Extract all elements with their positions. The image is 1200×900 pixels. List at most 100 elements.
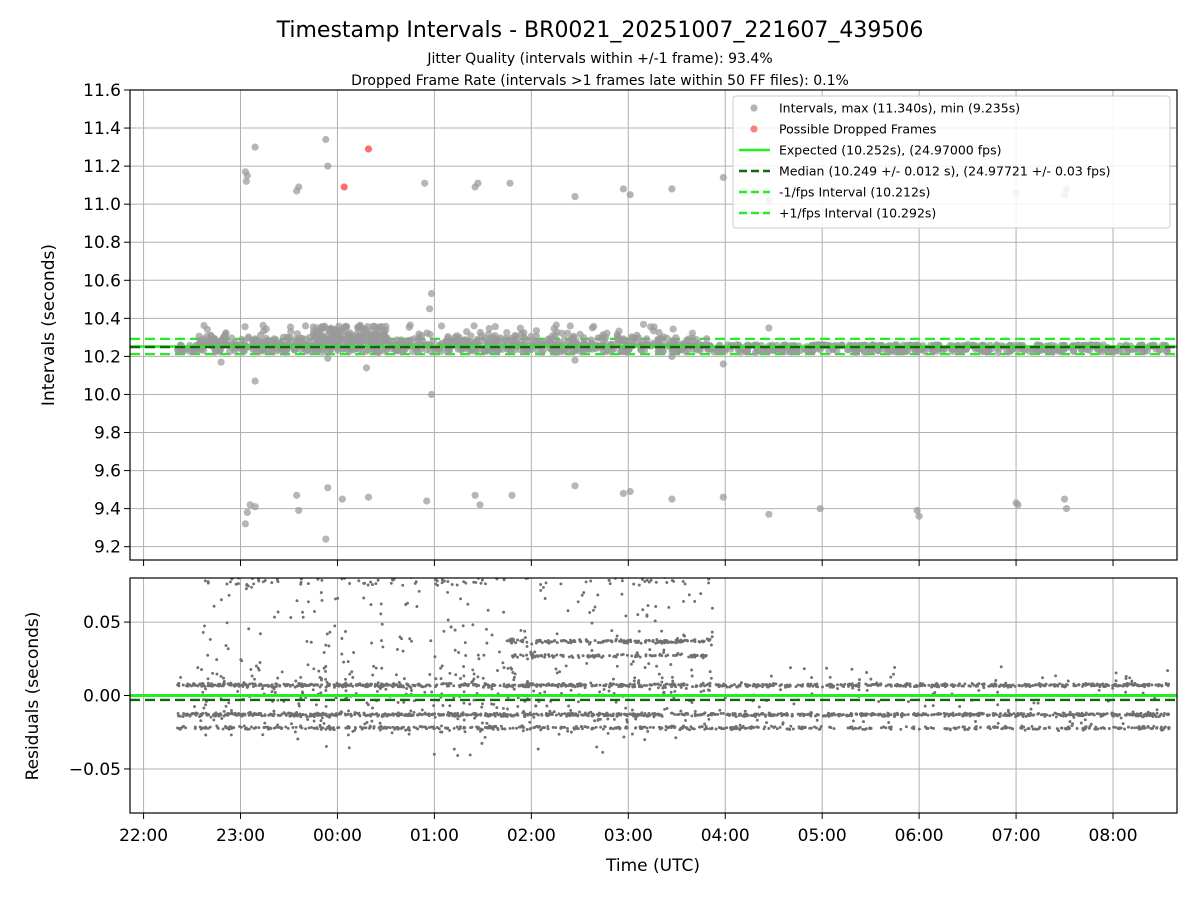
residual-point <box>815 712 819 716</box>
residual-point <box>828 685 832 689</box>
residual-point <box>543 639 547 643</box>
residual-point <box>520 724 524 728</box>
residual-point <box>543 655 547 659</box>
residual-point <box>535 683 539 687</box>
residual-point <box>626 683 630 687</box>
residual-point <box>530 642 534 646</box>
residual-point <box>652 715 656 719</box>
residual-point <box>511 685 515 689</box>
residual-point <box>471 623 475 627</box>
residual-point <box>1155 708 1159 712</box>
residual-point <box>621 682 624 686</box>
residual-point <box>1022 712 1026 716</box>
residual-point <box>896 713 900 716</box>
residual-point <box>578 682 582 686</box>
residual-point <box>453 712 457 716</box>
residual-point <box>949 683 953 687</box>
residual-point <box>970 682 974 685</box>
residual-point <box>707 578 711 581</box>
residual-point <box>658 639 662 643</box>
residual-point <box>1009 685 1013 689</box>
residual-point <box>703 722 707 726</box>
residual-point <box>682 682 686 686</box>
residual-point <box>598 717 602 721</box>
residual-point <box>1042 727 1046 730</box>
residual-point <box>645 578 649 582</box>
residual-point <box>1114 682 1118 686</box>
residual-point <box>792 702 796 706</box>
interval-point <box>211 348 219 356</box>
residual-point <box>836 687 839 691</box>
residual-point <box>635 654 639 658</box>
bottom-x-ticks: 22:00 23:00 00:00 01:00 02:00 03:00 04:00 05:00… <box>119 813 1138 846</box>
residual-point <box>628 712 632 716</box>
residual-point <box>417 589 421 593</box>
residual-point <box>533 650 537 654</box>
residual-point <box>662 648 666 652</box>
interval-point <box>579 339 588 347</box>
interval-point <box>1069 347 1078 355</box>
residual-point <box>778 725 782 729</box>
residual-point <box>309 682 313 686</box>
residual-point <box>212 714 216 718</box>
residual-point <box>502 578 506 582</box>
residual-point <box>201 630 205 634</box>
residual-point <box>576 714 580 718</box>
residual-point <box>1011 683 1015 687</box>
residual-point <box>180 725 184 729</box>
residual-point <box>384 726 388 730</box>
residual-point <box>615 683 618 687</box>
residual-point <box>420 708 424 712</box>
residual-point <box>699 683 703 687</box>
residual-point <box>453 648 457 652</box>
residual-point <box>982 686 986 690</box>
residual-point <box>389 713 393 717</box>
x-tick-label: 06:00 <box>895 826 944 846</box>
interval-point <box>301 322 310 330</box>
interval-point <box>506 336 514 344</box>
residual-point <box>693 712 697 716</box>
residual-point <box>1032 701 1036 705</box>
residual-point <box>861 713 865 717</box>
residual-point <box>587 711 591 715</box>
residual-point <box>637 685 641 689</box>
interval-point <box>251 503 259 511</box>
residual-point <box>363 722 367 726</box>
residual-point <box>1053 711 1057 715</box>
residual-point <box>1051 713 1055 717</box>
residual-point <box>327 684 331 688</box>
residual-point <box>708 670 712 674</box>
residual-point <box>318 685 322 689</box>
residual-point <box>1101 712 1105 716</box>
residual-point <box>212 604 216 608</box>
residual-point <box>850 667 854 671</box>
residual-point <box>755 718 759 722</box>
interval-point <box>719 493 727 501</box>
residual-point <box>188 713 191 717</box>
residual-point <box>646 604 650 608</box>
residual-point <box>636 681 640 685</box>
interval-point <box>508 491 516 499</box>
residual-point <box>275 682 279 686</box>
residual-point <box>643 666 647 669</box>
residual-point <box>516 705 520 708</box>
residual-point <box>614 638 618 642</box>
residual-point <box>543 726 546 730</box>
residual-point <box>379 724 383 728</box>
residual-point <box>719 726 723 730</box>
residual-point <box>646 729 650 733</box>
residual-point <box>335 681 339 685</box>
bottom-y-axis-label: Residuals (seconds) <box>23 612 43 781</box>
residual-point <box>818 727 822 731</box>
residual-point <box>1116 727 1120 731</box>
residual-point <box>319 691 323 695</box>
residual-point <box>288 714 292 718</box>
interval-point <box>479 337 487 345</box>
interval-point <box>364 322 372 331</box>
residual-point <box>325 632 329 636</box>
residual-point <box>610 629 614 633</box>
residual-point <box>293 685 297 689</box>
residual-point <box>899 727 903 731</box>
residual-point <box>229 733 233 737</box>
top-y-tick-label: 11.2 <box>83 157 121 177</box>
